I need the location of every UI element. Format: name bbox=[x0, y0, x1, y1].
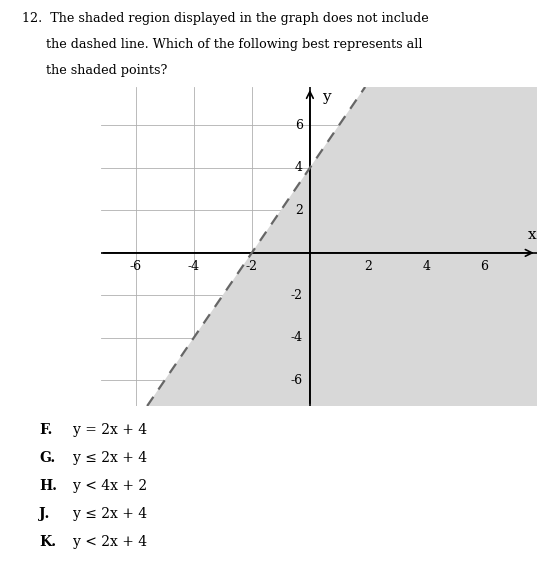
Text: y = 2x + 4: y = 2x + 4 bbox=[73, 423, 147, 437]
Text: -6: -6 bbox=[291, 374, 302, 387]
Text: y: y bbox=[321, 90, 330, 104]
Text: 6: 6 bbox=[480, 260, 489, 273]
Text: x: x bbox=[528, 229, 537, 242]
Text: K.: K. bbox=[39, 535, 56, 549]
Text: -2: -2 bbox=[246, 260, 258, 273]
Text: J.: J. bbox=[39, 507, 50, 521]
Text: the dashed line. Which of the following best represents all: the dashed line. Which of the following … bbox=[22, 38, 423, 50]
Text: -4: -4 bbox=[291, 331, 302, 345]
Text: y ≤ 2x + 4: y ≤ 2x + 4 bbox=[73, 507, 147, 521]
Text: H.: H. bbox=[39, 479, 57, 493]
Text: the shaded points?: the shaded points? bbox=[22, 64, 168, 77]
Text: y ≤ 2x + 4: y ≤ 2x + 4 bbox=[73, 451, 147, 465]
Text: -2: -2 bbox=[291, 289, 302, 302]
Text: 12.  The shaded region displayed in the graph does not include: 12. The shaded region displayed in the g… bbox=[22, 12, 429, 24]
Text: -4: -4 bbox=[188, 260, 200, 273]
Text: F.: F. bbox=[39, 423, 53, 437]
Text: -6: -6 bbox=[130, 260, 141, 273]
Polygon shape bbox=[147, 87, 537, 406]
Text: 4: 4 bbox=[295, 161, 302, 175]
Text: 2: 2 bbox=[364, 260, 372, 273]
Text: 6: 6 bbox=[295, 119, 302, 132]
Text: y < 4x + 2: y < 4x + 2 bbox=[73, 479, 147, 493]
Text: 4: 4 bbox=[422, 260, 430, 273]
Text: G.: G. bbox=[39, 451, 55, 465]
Text: 2: 2 bbox=[295, 204, 302, 217]
Text: y < 2x + 4: y < 2x + 4 bbox=[73, 535, 147, 549]
